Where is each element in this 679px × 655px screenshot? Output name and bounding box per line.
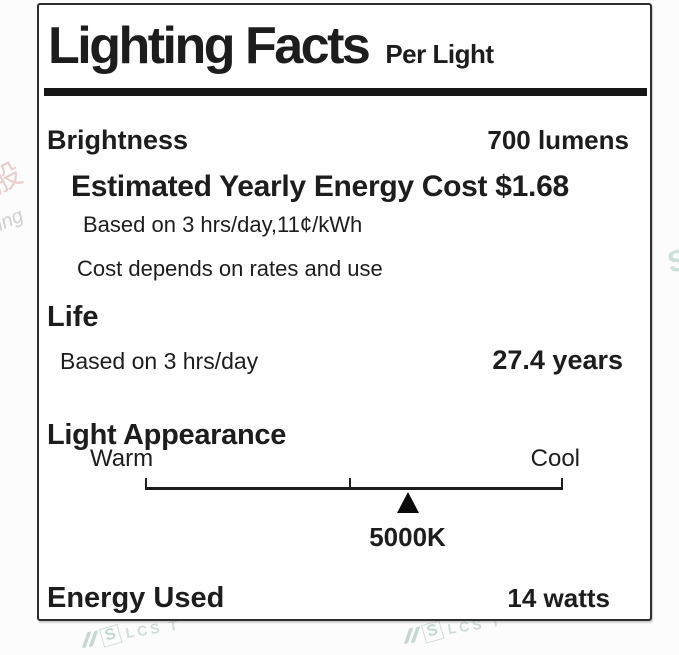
life-row: Based on 3 hrs/day 27.4 years: [60, 345, 623, 375]
watermark-logo-bars: [403, 626, 421, 645]
life-basis-text: Based on 3 hrs/day: [60, 348, 259, 374]
watermark-right-logo-letter: S: [664, 243, 679, 280]
watermark-left-cjk-character: 股: [0, 156, 28, 201]
lighting-facts-label: Lighting Facts Per Light Brightness 700 …: [37, 3, 652, 621]
scale-tick-left: [145, 478, 147, 490]
energy-used-row: Energy Used 14 watts: [47, 582, 610, 614]
yearly-energy-cost-heading: Estimated Yearly Energy Cost $1.68: [71, 170, 569, 203]
light-appearance-heading: Light Appearance: [47, 419, 287, 451]
energy-cost-note-text: Cost depends on rates and use: [77, 256, 383, 281]
watermark-logo-letter: S: [99, 624, 123, 648]
warm-cool-labels-row: Warm Cool: [90, 446, 580, 472]
energy-cost-basis-text: Based on 3 hrs/day,11¢/kWh: [83, 212, 363, 237]
scale-tick-right: [561, 478, 563, 490]
watermark-logo-bars: [81, 630, 99, 649]
energy-used-label: Energy Used: [47, 582, 225, 614]
cool-label: Cool: [530, 445, 580, 472]
life-section-heading: Life: [47, 301, 99, 333]
energy-used-value: 14 watts: [507, 583, 610, 613]
watermark-logo-letter: S: [421, 620, 445, 644]
per-light-subtitle: Per Light: [385, 39, 494, 69]
color-temperature-scale: 5000K: [145, 478, 563, 556]
title-bar: Lighting Facts Per Light: [48, 18, 494, 74]
scale-axis-line: [145, 487, 563, 490]
brightness-value: 700 lumens: [487, 125, 629, 155]
brightness-row: Brightness 700 lumens: [47, 125, 629, 155]
life-value: 27.4 years: [492, 345, 623, 375]
scale-marker-triangle-icon: [396, 492, 419, 513]
warm-label: Warm: [90, 445, 154, 472]
title-divider-rule: [44, 88, 647, 96]
kelvin-label: 5000K: [369, 522, 446, 552]
watermark-left-script-text: ing: [0, 204, 27, 236]
scale-tick-middle: [349, 478, 352, 490]
brightness-label: Brightness: [47, 125, 189, 155]
page-title: Lighting Facts: [48, 17, 371, 75]
